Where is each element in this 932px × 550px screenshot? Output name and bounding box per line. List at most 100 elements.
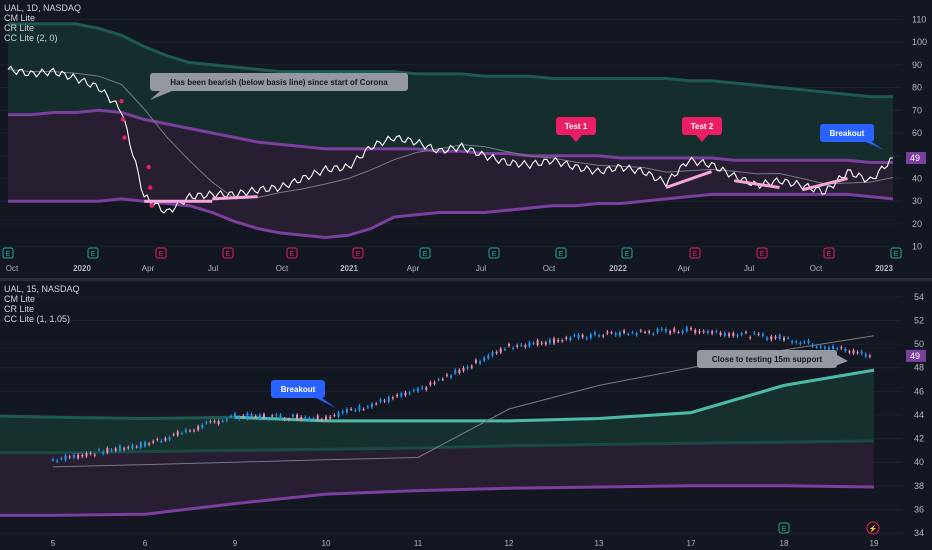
- x-axis-tick: 2021: [340, 264, 358, 273]
- annotation-test1-box: [556, 117, 596, 135]
- top-legend: UAL, 1D, NASDAQ CM Lite CR Lite CC Lite …: [4, 3, 81, 43]
- candle-body: [681, 331, 684, 333]
- candle-body: [690, 328, 692, 330]
- intraday-chart-svg[interactable]: 34 36 38 40 42 44 46 48 50 52 54 49 5 6 9 10 11 12 13 17 18 1…: [0, 281, 932, 550]
- earnings-marker: [286, 247, 298, 259]
- intraday-chart-pane[interactable]: UAL, 15, NASDAQ CM Lite CR Lite CC Lite …: [0, 281, 932, 550]
- candle-body: [172, 434, 175, 436]
- candle-body: [732, 332, 735, 337]
- candle-body: [639, 330, 642, 332]
- candle-body: [371, 403, 373, 408]
- annotation-bearish-box: [150, 73, 408, 91]
- y-axis-tick: 36: [914, 504, 924, 514]
- candle-body: [868, 355, 871, 357]
- annotation-pointer: [830, 355, 848, 368]
- candle-body: [694, 330, 697, 333]
- candle-body: [98, 449, 100, 451]
- daily-chart-pane[interactable]: UAL, 1D, NASDAQ CM Lite CR Lite CC Lite …: [0, 0, 932, 278]
- candle-body: [528, 342, 531, 347]
- x-axis-tick: 2022: [609, 264, 627, 273]
- upper-band-fill: [8, 23, 893, 163]
- legend-indicator-cm: CM Lite: [4, 13, 36, 23]
- candle-body: [648, 331, 651, 333]
- candle-body: [375, 403, 378, 405]
- sell-signal-dot: [120, 117, 126, 122]
- candle-body: [503, 348, 506, 350]
- candle-body: [396, 394, 399, 397]
- price-line: [7, 65, 893, 214]
- candle-body: [548, 339, 551, 344]
- candle-body: [864, 354, 867, 357]
- legend-indicator-cr: CR Lite: [4, 23, 35, 33]
- candle-body: [168, 437, 171, 440]
- candle-body: [757, 333, 760, 335]
- candle-body: [766, 337, 769, 340]
- candle-body: [383, 400, 386, 402]
- candle-body: [68, 456, 71, 458]
- daily-chart-svg[interactable]: 10203040506070809010011049Oct2020AprJulO…: [0, 0, 932, 278]
- candle-body: [106, 448, 109, 453]
- earnings-marker: [488, 247, 500, 259]
- candle-body: [844, 348, 847, 352]
- candle-body: [320, 419, 323, 421]
- sell-signal-dot: [149, 203, 154, 208]
- candle-body: [811, 344, 814, 347]
- annotation-pointer: [866, 142, 884, 150]
- candle-body: [652, 333, 655, 335]
- candle-body: [856, 351, 859, 354]
- candle-body: [585, 337, 588, 339]
- y-axis-tick: 54: [914, 292, 924, 302]
- candle-body: [118, 445, 121, 451]
- candle-body: [744, 332, 747, 334]
- candle-body: [860, 351, 863, 354]
- y-axis-tick: 42: [914, 434, 924, 444]
- candle-body: [152, 441, 155, 443]
- candle-body: [770, 336, 773, 340]
- annotation-pointer: [570, 135, 582, 142]
- pane-divider[interactable]: [0, 278, 932, 281]
- earnings-marker-label: E: [91, 251, 96, 258]
- candle-body: [254, 415, 257, 417]
- candle-body: [127, 447, 130, 449]
- candle-body: [799, 342, 802, 345]
- x-axis-tick: 10: [322, 539, 331, 548]
- candle-body: [795, 341, 798, 343]
- candle-body: [189, 430, 191, 432]
- y-axis-tick: 80: [912, 83, 922, 93]
- candle-body: [279, 414, 282, 419]
- candle-body: [72, 454, 75, 458]
- earnings-marker-label: E: [760, 251, 765, 258]
- candle-body: [635, 333, 638, 335]
- x-axis-tick: Jul: [208, 264, 218, 273]
- support-line: [234, 368, 875, 423]
- earnings-marker-label: E: [226, 251, 231, 258]
- candle-body: [421, 387, 424, 389]
- candle-body: [296, 414, 299, 420]
- x-axis-tick: 9: [233, 539, 238, 548]
- candle-body: [711, 331, 714, 334]
- x-axis-tick: 17: [687, 539, 696, 548]
- annotation-test2-text: Test 2: [691, 122, 714, 131]
- x-axis-tick: 6: [143, 539, 148, 548]
- x-axis-tick: 2023: [875, 264, 893, 273]
- candle-body: [312, 418, 315, 420]
- candle-body: [532, 342, 535, 344]
- candle-body: [433, 382, 436, 384]
- y-axis-tick: 40: [912, 173, 922, 183]
- candle-body: [627, 334, 630, 336]
- candle-body: [77, 454, 80, 459]
- candle-body: [499, 348, 502, 353]
- candle-body: [832, 345, 835, 349]
- earnings-marker-label: E: [159, 251, 164, 258]
- candle-body: [685, 327, 688, 332]
- support-segment: [801, 177, 848, 192]
- y-axis-tick: 10: [912, 242, 922, 252]
- candle-body: [614, 333, 617, 336]
- y-axis-tick: 48: [914, 363, 924, 373]
- earnings-marker: [823, 247, 835, 259]
- candle-body: [474, 360, 477, 363]
- support-segment: [733, 179, 780, 189]
- candle-body: [753, 332, 756, 334]
- candle-body: [565, 337, 568, 339]
- annotation-support-text: Close to testing 15m support: [712, 355, 823, 364]
